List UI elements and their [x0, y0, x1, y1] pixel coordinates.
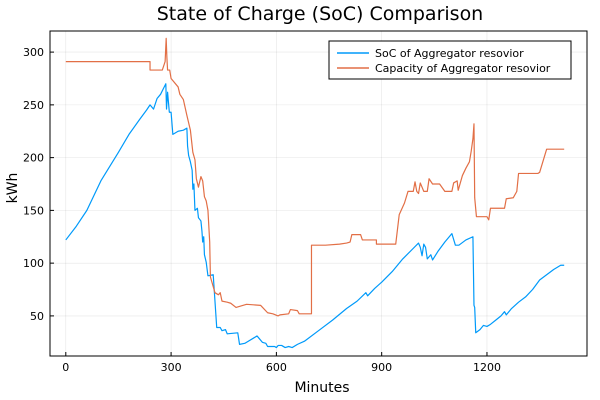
chart-title: State of Charge (SoC) Comparison: [157, 3, 483, 25]
x-axis-title: Minutes: [294, 380, 349, 396]
x-tick-label: 900: [371, 361, 392, 374]
legend: SoC of Aggregator resovior Capacity of A…: [328, 40, 572, 80]
x-tick-label: 1200: [473, 361, 501, 374]
grid: [50, 31, 587, 356]
x-tick-label: 0: [62, 361, 69, 374]
plot-frame: [49, 30, 588, 357]
y-tick-label: 200: [23, 152, 44, 165]
axes: 0 300 600 900 1200 50 100 150 200 250 300: [23, 46, 501, 374]
y-tick-label: 100: [23, 257, 44, 270]
x-tick-label: 600: [266, 361, 287, 374]
legend-box: [328, 40, 572, 80]
series-line-soc: [65, 83, 565, 349]
y-axis-title: kWh: [5, 173, 21, 204]
x-tick-label: 300: [161, 361, 182, 374]
y-tick-label: 250: [23, 99, 44, 112]
y-tick-label: 300: [23, 46, 44, 59]
y-tick-label: 150: [23, 204, 44, 217]
series-line-capacity: [65, 37, 565, 317]
y-tick-label: 50: [30, 310, 44, 323]
legend-label-soc: SoC of Aggregator resovior: [375, 47, 524, 60]
series-layer: [65, 37, 565, 349]
legend-label-capacity: Capacity of Aggregator resovior: [375, 62, 551, 75]
